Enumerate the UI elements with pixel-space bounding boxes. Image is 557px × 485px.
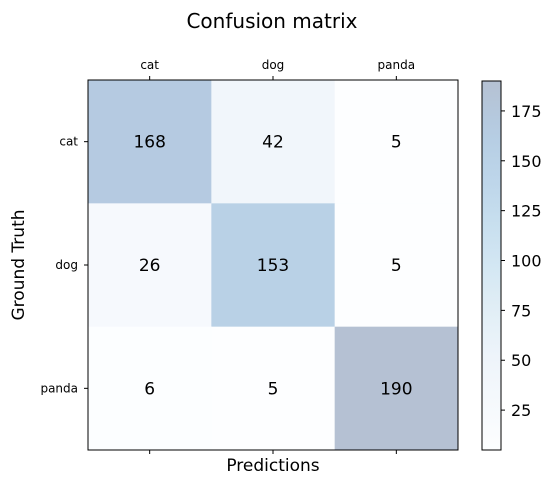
colorbar: 25 50 75 100 125 150 175 xyxy=(481,80,542,451)
heatmap-cell xyxy=(334,326,459,451)
colorbar-tick-label: 125 xyxy=(511,202,542,221)
y-tick-label: panda xyxy=(40,381,78,395)
colorbar-tick-label: 175 xyxy=(511,102,542,121)
x-tick-label: dog xyxy=(262,58,285,72)
y-tick-group: cat dog panda xyxy=(40,135,88,395)
plot-frame xyxy=(87,79,459,451)
heatmap-cell xyxy=(88,203,212,328)
y-tick-label: cat xyxy=(59,135,78,149)
heatmap-cell xyxy=(334,80,459,204)
heatmap-cell xyxy=(211,326,336,451)
heatmap-cell-labels: 168 42 5 26 153 5 6 5 190 xyxy=(133,133,412,400)
x-tick-label: panda xyxy=(378,58,416,72)
cell-value-label: 42 xyxy=(262,133,284,153)
heatmap-cells xyxy=(88,80,459,451)
chart-title: Confusion matrix xyxy=(186,9,357,33)
colorbar-tick-label: 50 xyxy=(511,351,531,370)
cell-value-label: 6 xyxy=(144,379,155,399)
heatmap-cell xyxy=(211,203,336,328)
heatmap-cell xyxy=(88,80,212,204)
cell-value-label: 5 xyxy=(391,133,402,153)
colorbar-tick-label: 75 xyxy=(511,301,531,320)
x-axis-label: Predictions xyxy=(226,456,319,476)
cell-value-label: 168 xyxy=(133,133,165,153)
colorbar-tick-label: 100 xyxy=(511,252,542,271)
cell-value-label: 190 xyxy=(380,379,412,399)
cell-value-label: 5 xyxy=(391,256,402,276)
y-axis-label: Ground Truth xyxy=(9,209,29,320)
colorbar-tick-group: 25 50 75 100 125 150 175 xyxy=(501,102,542,420)
x-tick-group: cat dog panda xyxy=(140,58,415,454)
heatmap-cell xyxy=(334,203,459,328)
cell-value-label: 153 xyxy=(257,256,289,276)
heatmap-cell xyxy=(211,80,336,204)
cell-value-label: 26 xyxy=(139,256,161,276)
colorbar-fill xyxy=(482,81,501,450)
colorbar-frame xyxy=(481,80,502,451)
colorbar-tick-label: 25 xyxy=(511,401,531,420)
colorbar-tick-label: 150 xyxy=(511,152,542,171)
x-tick-label: cat xyxy=(140,58,159,72)
heatmap-cell xyxy=(88,326,212,451)
y-tick-label: dog xyxy=(55,258,78,272)
cell-value-label: 5 xyxy=(268,379,279,399)
